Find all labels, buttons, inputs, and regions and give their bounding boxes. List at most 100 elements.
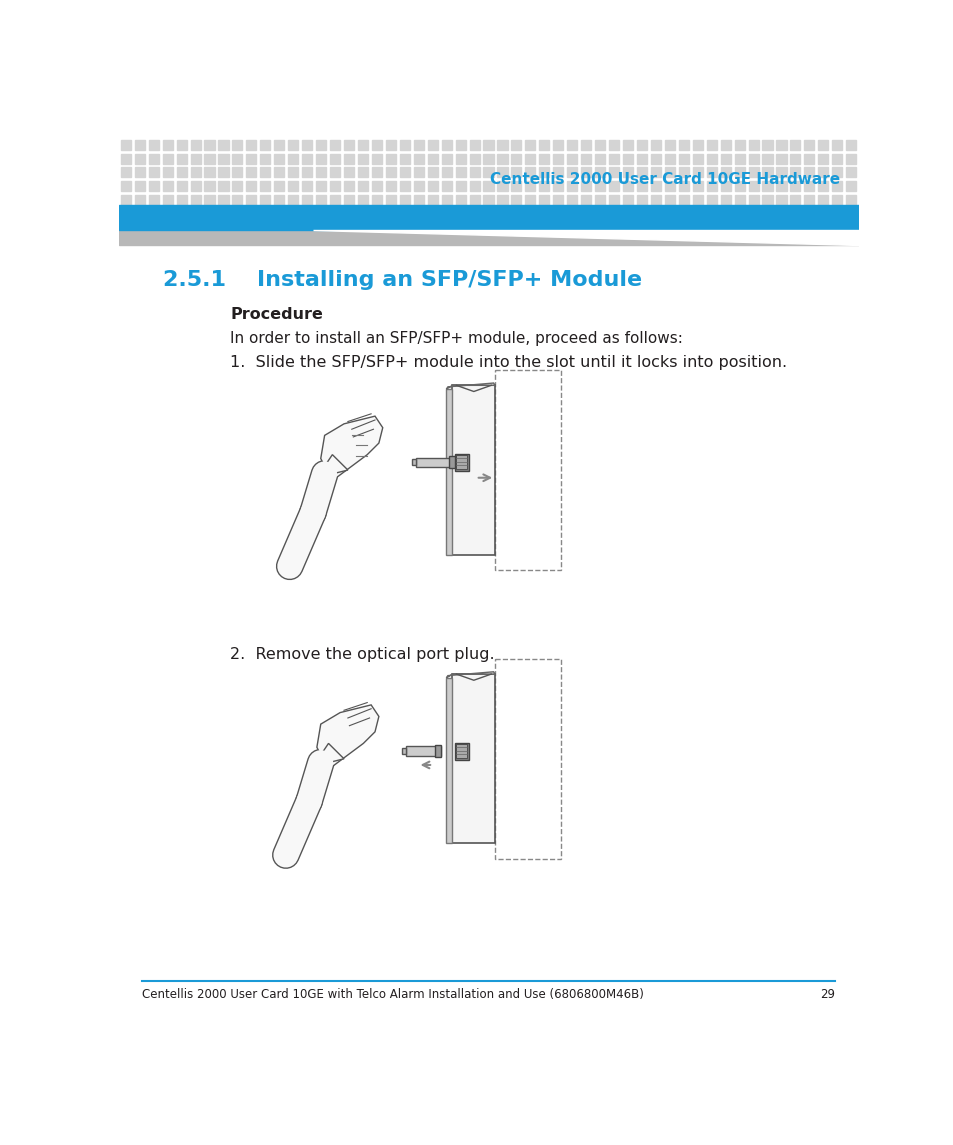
Bar (121, 140, 131, 150)
Bar (818, 181, 827, 191)
Bar (218, 140, 229, 150)
Text: 1.  Slide the SFP/SFP+ module into the slot until it locks into position.: 1. Slide the SFP/SFP+ module into the sl… (230, 355, 786, 370)
Bar (720, 181, 730, 191)
Bar (260, 167, 270, 177)
Bar (595, 195, 604, 205)
Bar (706, 140, 716, 150)
Bar (483, 167, 493, 177)
Bar (748, 153, 758, 164)
Bar (260, 153, 270, 164)
Bar (149, 167, 158, 177)
Bar (233, 140, 242, 150)
Bar (497, 140, 507, 150)
Bar (831, 140, 841, 150)
Bar (134, 195, 145, 205)
Bar (553, 140, 562, 150)
Bar (497, 153, 507, 164)
Bar (344, 153, 354, 164)
Bar (246, 181, 256, 191)
Bar (720, 153, 730, 164)
Bar (121, 195, 131, 205)
Bar (748, 195, 758, 205)
Bar (706, 153, 716, 164)
Bar (162, 167, 172, 177)
Bar (288, 195, 298, 205)
Bar (385, 167, 395, 177)
Bar (246, 153, 256, 164)
Bar (416, 458, 455, 467)
Bar (637, 153, 646, 164)
Bar (260, 140, 270, 150)
Bar (553, 153, 562, 164)
Bar (288, 153, 298, 164)
Bar (845, 181, 856, 191)
Bar (288, 167, 298, 177)
Bar (580, 181, 591, 191)
Bar (134, 153, 145, 164)
Bar (399, 167, 410, 177)
Bar (734, 153, 744, 164)
Bar (191, 140, 200, 150)
Polygon shape (313, 230, 858, 245)
Bar (456, 140, 465, 150)
Bar (456, 744, 467, 758)
Bar (761, 195, 772, 205)
Bar (357, 181, 368, 191)
Bar (204, 153, 214, 164)
Polygon shape (320, 743, 344, 763)
Bar (720, 195, 730, 205)
Bar (803, 153, 814, 164)
Polygon shape (446, 672, 495, 678)
Bar (803, 167, 814, 177)
Bar (650, 181, 660, 191)
Bar (204, 167, 214, 177)
Bar (456, 195, 465, 205)
Bar (483, 153, 493, 164)
Bar (818, 140, 827, 150)
Bar (845, 167, 856, 177)
Bar (456, 456, 467, 469)
Polygon shape (320, 416, 382, 477)
Bar (274, 167, 284, 177)
Bar (776, 181, 785, 191)
Bar (121, 167, 131, 177)
Bar (469, 195, 479, 205)
Bar (538, 195, 549, 205)
FancyArrowPatch shape (422, 761, 430, 768)
Bar (441, 153, 452, 164)
Bar (664, 153, 674, 164)
Bar (776, 195, 785, 205)
Bar (776, 167, 785, 177)
Bar (330, 181, 340, 191)
Bar (233, 195, 242, 205)
Bar (344, 181, 354, 191)
Bar (246, 195, 256, 205)
Bar (344, 195, 354, 205)
Bar (456, 153, 465, 164)
Bar (664, 195, 674, 205)
Bar (435, 745, 440, 757)
Bar (302, 195, 312, 205)
Bar (692, 153, 702, 164)
Bar (720, 140, 730, 150)
Bar (761, 181, 772, 191)
Text: Centellis 2000 User Card 10GE Hardware: Centellis 2000 User Card 10GE Hardware (489, 172, 840, 188)
Bar (191, 153, 200, 164)
Bar (414, 167, 423, 177)
Bar (121, 181, 131, 191)
Bar (679, 153, 688, 164)
FancyArrowPatch shape (478, 474, 490, 481)
Bar (692, 195, 702, 205)
Bar (595, 167, 604, 177)
Bar (452, 674, 495, 844)
Bar (608, 181, 618, 191)
Bar (580, 140, 591, 150)
Bar (469, 167, 479, 177)
Bar (246, 140, 256, 150)
Bar (692, 181, 702, 191)
Bar (664, 167, 674, 177)
Bar (441, 181, 452, 191)
Bar (664, 140, 674, 150)
Text: 29: 29 (820, 988, 835, 1001)
Bar (456, 181, 465, 191)
